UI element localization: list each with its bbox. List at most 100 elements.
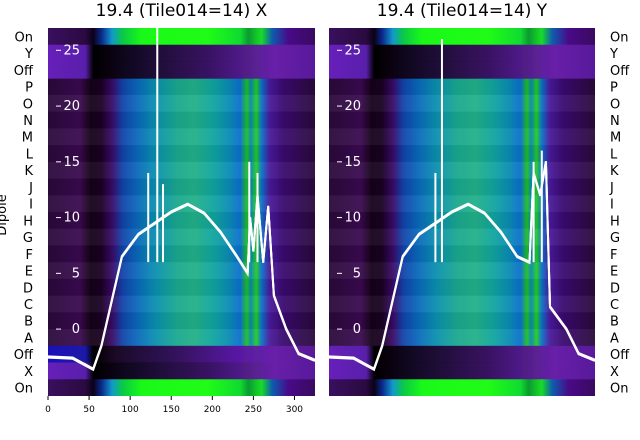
row-label: M <box>610 131 621 146</box>
data-trace <box>329 162 595 372</box>
heatmap-row <box>329 94 595 112</box>
heatmap-row <box>329 78 595 95</box>
row-label: N <box>610 114 620 129</box>
x-tick-label: 50 <box>83 405 95 415</box>
row-label: O <box>610 97 620 112</box>
heatmap-row <box>329 245 595 263</box>
heatmap-row <box>48 295 315 313</box>
chart-title: 19.4 (Tile014=14) X <box>96 1 268 21</box>
heatmap-row <box>48 362 315 380</box>
row-label: A <box>24 331 33 346</box>
row-label: J <box>609 181 614 196</box>
x-tick-label: 0 <box>45 405 51 415</box>
heatmap-row <box>329 28 595 46</box>
row-label: G <box>23 231 33 246</box>
row-label: I <box>610 198 614 213</box>
x-tick-label: 250 <box>245 405 262 415</box>
heatmap-row <box>48 61 315 79</box>
row-label: P <box>25 81 33 96</box>
heatmap-row <box>48 278 315 296</box>
row-label: F <box>26 248 33 263</box>
row-label: Off <box>14 348 34 363</box>
heatmap-row <box>329 379 595 396</box>
row-label: B <box>24 315 33 330</box>
row-label: B <box>610 315 619 330</box>
x-tick-label: 300 <box>286 405 303 415</box>
row-label: On <box>15 30 33 45</box>
row-label: C <box>24 298 33 313</box>
heatmap-row <box>48 379 315 396</box>
y-tick-label: 25 <box>63 43 80 58</box>
row-label: L <box>610 147 618 162</box>
heatmap-row <box>329 329 595 346</box>
row-label: On <box>610 30 628 45</box>
row-label: H <box>610 214 620 229</box>
heatmap-row <box>329 362 595 380</box>
y-tick-label: 0 <box>72 322 80 337</box>
row-label: G <box>610 231 620 246</box>
panel-x: 19.4 (Tile014=14) X 0 5 10 15 20 25 On Y Off PONML… <box>14 1 315 415</box>
chart-title: 19.4 (Tile014=14) Y <box>377 1 548 21</box>
heatmap-body <box>329 28 595 396</box>
heatmap-row <box>48 161 315 179</box>
row-label: Y <box>609 47 618 62</box>
heatmap-row <box>329 111 595 129</box>
y-tick-label: 5 <box>353 266 361 281</box>
x-tick-label: 150 <box>163 405 180 415</box>
heatmap-row <box>48 128 315 146</box>
heatmap-row <box>48 111 315 129</box>
heatmap-row <box>329 228 595 246</box>
row-label: M <box>22 131 33 146</box>
heatmap-row <box>329 278 595 296</box>
row-label: K <box>24 164 33 179</box>
heatmap-row <box>48 312 315 330</box>
y-tick-label: 25 <box>344 43 361 58</box>
heatmap-area <box>48 28 315 396</box>
y-tick-label: 20 <box>63 99 80 114</box>
heatmap-row <box>329 212 595 229</box>
data-trace <box>48 195 315 372</box>
row-label: D <box>23 281 33 296</box>
y-tick-label: 0 <box>353 322 361 337</box>
heatmap-row <box>48 94 315 112</box>
row-label: Off <box>610 64 630 79</box>
row-label: J <box>28 181 33 196</box>
heatmap-body <box>48 28 315 396</box>
y-tick-label: 15 <box>63 155 80 170</box>
heatmap-row <box>329 145 595 162</box>
heatmap-row <box>48 345 315 364</box>
y-tick-label: 10 <box>344 211 361 226</box>
row-label: X <box>610 365 619 380</box>
row-label: E <box>610 265 618 280</box>
row-label: X <box>24 365 33 380</box>
heatmap-row <box>329 61 595 79</box>
row-label: F <box>610 248 617 263</box>
row-label: E <box>25 265 33 280</box>
heatmap-row <box>48 212 315 229</box>
row-label: A <box>610 331 619 346</box>
heatmap-row <box>48 44 315 62</box>
heatmap-row <box>329 312 595 330</box>
y-tick-label: 10 <box>63 211 80 226</box>
row-label: P <box>610 81 618 96</box>
heatmap-row <box>329 195 595 212</box>
heatmap-row <box>329 128 595 146</box>
row-label: On <box>15 382 33 397</box>
heatmap-row <box>329 295 595 313</box>
row-label: K <box>610 164 619 179</box>
row-label: Y <box>24 47 33 62</box>
y-tick-label: 5 <box>72 266 80 281</box>
heatmap-row <box>48 245 315 263</box>
heatmap-row <box>329 345 595 364</box>
heatmap-row <box>48 195 315 212</box>
panel-y: 19.4 (Tile014=14) Y 0 5 10 15 20 25 On Y Off PONML… <box>329 1 630 397</box>
heatmap-row <box>329 161 595 179</box>
x-tick-label: 200 <box>204 405 221 415</box>
row-label: I <box>29 198 33 213</box>
row-label: Off <box>610 348 630 363</box>
row-label: On <box>610 382 628 397</box>
heatmap-row <box>48 262 315 279</box>
heatmap-row <box>48 178 315 196</box>
heatmap-row <box>329 262 595 279</box>
